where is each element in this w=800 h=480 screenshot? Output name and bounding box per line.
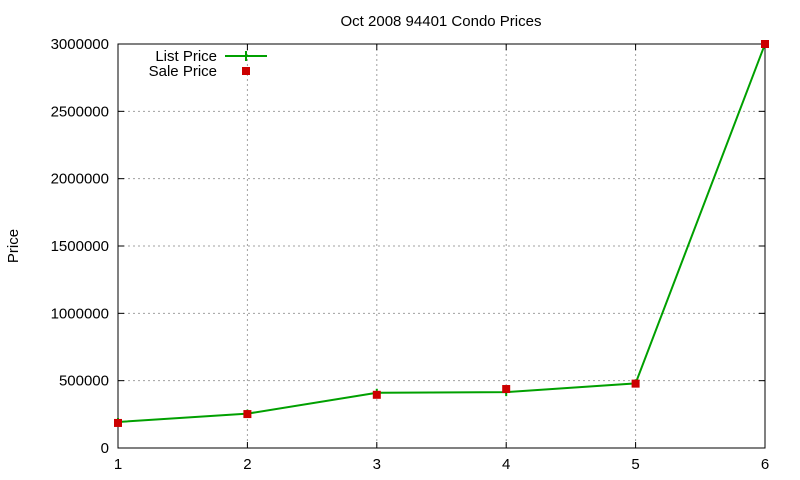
sale-price-marker <box>502 385 511 394</box>
x-tick-label: 2 <box>243 456 251 473</box>
chart-title: Oct 2008 94401 Condo Prices <box>341 13 542 30</box>
x-tick-label: 1 <box>114 456 122 473</box>
series-sale-price <box>114 40 769 427</box>
legend-label-list-price: List Price <box>155 48 217 65</box>
y-axis-label: Price <box>5 229 22 263</box>
x-axis-ticks: 1 2 3 4 5 6 <box>114 44 769 473</box>
sale-price-marker <box>243 410 252 419</box>
y-tick-label: 1500000 <box>51 238 109 255</box>
series-list-price <box>117 40 766 427</box>
y-tick-label: 3000000 <box>51 36 109 53</box>
sale-price-marker <box>372 390 381 399</box>
y-tick-label: 2000000 <box>51 171 109 188</box>
sale-price-marker <box>761 40 769 48</box>
x-tick-label: 6 <box>761 456 769 473</box>
sale-price-marker <box>114 418 122 427</box>
y-axis-ticks: 0 500000 1000000 1500000 2000000 2500000 30000… <box>51 36 765 457</box>
y-tick-label: 2500000 <box>51 103 109 120</box>
sale-price-marker <box>631 379 640 388</box>
x-tick-label: 4 <box>502 456 510 473</box>
list-price-line <box>117 43 766 424</box>
y-tick-label: 1000000 <box>51 305 109 322</box>
x-tick-label: 3 <box>373 456 381 473</box>
x-tick-label: 5 <box>631 456 639 473</box>
legend-label-sale-price: Sale Price <box>149 63 217 80</box>
legend: List Price Sale Price <box>149 48 267 80</box>
y-tick-label: 0 <box>101 440 109 457</box>
plot-border <box>117 43 766 449</box>
y-tick-label: 500000 <box>59 373 109 390</box>
gridlines <box>118 44 765 448</box>
legend-sale-price-square-icon <box>242 67 250 75</box>
